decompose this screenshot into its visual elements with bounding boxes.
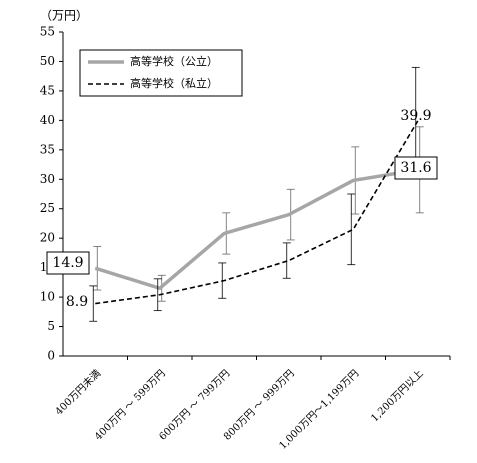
y-tick-label: 5 (47, 319, 55, 333)
y-tick-label: 10 (40, 290, 55, 304)
line (95, 120, 419, 305)
data-label: 39.9 (400, 108, 431, 124)
y-tick-label: 30 (40, 172, 55, 186)
data-label: 14.9 (52, 255, 83, 271)
data-label-box (46, 251, 90, 275)
y-tick-label: 35 (40, 142, 55, 156)
y-tick-label: 45 (40, 83, 55, 97)
data-label-box (394, 156, 438, 180)
legend-label: 高等学校（公立） (130, 54, 218, 68)
error-bar (347, 193, 356, 266)
data-label: 8.9 (66, 294, 88, 310)
line (94, 168, 419, 291)
y-tick-label: 0 (47, 349, 55, 363)
y-tick-label: 20 (40, 231, 55, 245)
x-tick-label: 1,200万円以上 (369, 367, 426, 424)
legend-box (79, 49, 243, 97)
x-tick-label: 600万円 ～ 799万円 (158, 368, 233, 443)
error-bar (89, 285, 98, 322)
y-axis-label: （万円） (40, 9, 88, 23)
legend-label: 高等学校（私立） (130, 76, 218, 90)
y-tick-label: 40 (40, 113, 55, 127)
x-tick-label: 400万円未満 (53, 367, 103, 417)
x-tick-label: 800万円 ～ 999万円 (222, 368, 297, 443)
y-tick-label: 55 (40, 25, 55, 39)
error-bar (153, 278, 162, 312)
y-tick-label: 25 (40, 201, 55, 215)
data-label: 31.6 (400, 160, 431, 176)
y-tick-label: 50 (40, 54, 55, 68)
x-tick-label: 400万円 ～ 599万円 (93, 368, 168, 443)
